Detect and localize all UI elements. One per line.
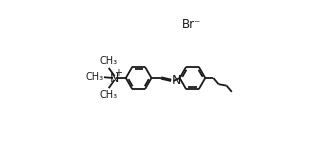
Text: N: N [110, 71, 119, 85]
Text: CH₃: CH₃ [99, 90, 118, 100]
Text: CH₃: CH₃ [85, 72, 103, 82]
Text: N: N [172, 74, 181, 87]
Text: +: + [114, 68, 122, 78]
Text: CH₃: CH₃ [99, 56, 118, 66]
Text: Br⁻: Br⁻ [182, 18, 202, 32]
